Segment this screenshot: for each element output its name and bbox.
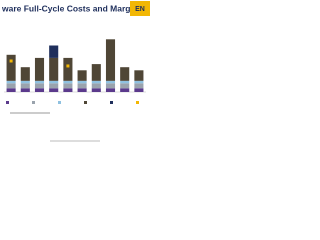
bar-segment bbox=[63, 83, 73, 89]
bar-segment bbox=[6, 54, 16, 81]
bar-segment bbox=[134, 80, 144, 84]
bar-segment bbox=[91, 88, 101, 92]
legend-swatch bbox=[110, 101, 113, 104]
bar-segment bbox=[6, 88, 16, 92]
bar-segment bbox=[134, 70, 144, 81]
bar-segment bbox=[49, 45, 59, 58]
bar-segment bbox=[49, 80, 59, 84]
bar-segment bbox=[77, 83, 87, 89]
chart: ware Full-Cycle Costs and Margin EN bbox=[0, 0, 150, 150]
bar-segment bbox=[105, 83, 116, 89]
marker bbox=[9, 59, 13, 63]
bar-segment bbox=[120, 88, 130, 92]
chart-title: ware Full-Cycle Costs and Margin bbox=[1, 3, 138, 13]
bar-segment bbox=[20, 88, 30, 92]
bar-segment bbox=[49, 88, 59, 92]
logo-box bbox=[130, 1, 150, 16]
bar-segment bbox=[134, 83, 144, 89]
bar-segment bbox=[91, 83, 101, 89]
logo: EN bbox=[135, 6, 145, 13]
bar-segment bbox=[105, 80, 116, 84]
bar-segment bbox=[6, 83, 16, 89]
bar-segment bbox=[120, 83, 130, 89]
bar-segment bbox=[20, 80, 30, 84]
legend-swatch bbox=[32, 101, 35, 104]
marker bbox=[66, 64, 70, 68]
bar-segment bbox=[77, 88, 87, 92]
bar-segment bbox=[91, 80, 101, 84]
bar-segment bbox=[20, 83, 30, 89]
bar-segment bbox=[34, 83, 45, 89]
bar-segment bbox=[49, 83, 59, 89]
bar-segment bbox=[77, 70, 87, 81]
bar-segment bbox=[120, 67, 130, 81]
legend-swatch bbox=[6, 101, 9, 104]
bar-segment bbox=[120, 80, 130, 84]
bar-segment bbox=[34, 80, 45, 84]
legend-swatch bbox=[84, 101, 87, 104]
legend-swatch bbox=[136, 101, 139, 104]
bar-segment bbox=[91, 64, 101, 81]
bar-segment bbox=[49, 57, 59, 81]
source-note bbox=[10, 112, 50, 114]
legend-swatch bbox=[58, 101, 61, 104]
bar-segment bbox=[20, 67, 30, 81]
footer-url bbox=[50, 140, 100, 142]
bar-segment bbox=[63, 57, 73, 81]
bar-segment bbox=[63, 88, 73, 92]
bar-segment bbox=[105, 88, 116, 92]
bar-segment bbox=[6, 80, 16, 84]
bar-segment bbox=[77, 80, 87, 84]
bar-segment bbox=[63, 80, 73, 84]
bar-segment bbox=[134, 88, 144, 92]
bar-segment bbox=[105, 39, 116, 81]
bar-segment bbox=[34, 57, 45, 81]
bar-segment bbox=[34, 88, 45, 92]
